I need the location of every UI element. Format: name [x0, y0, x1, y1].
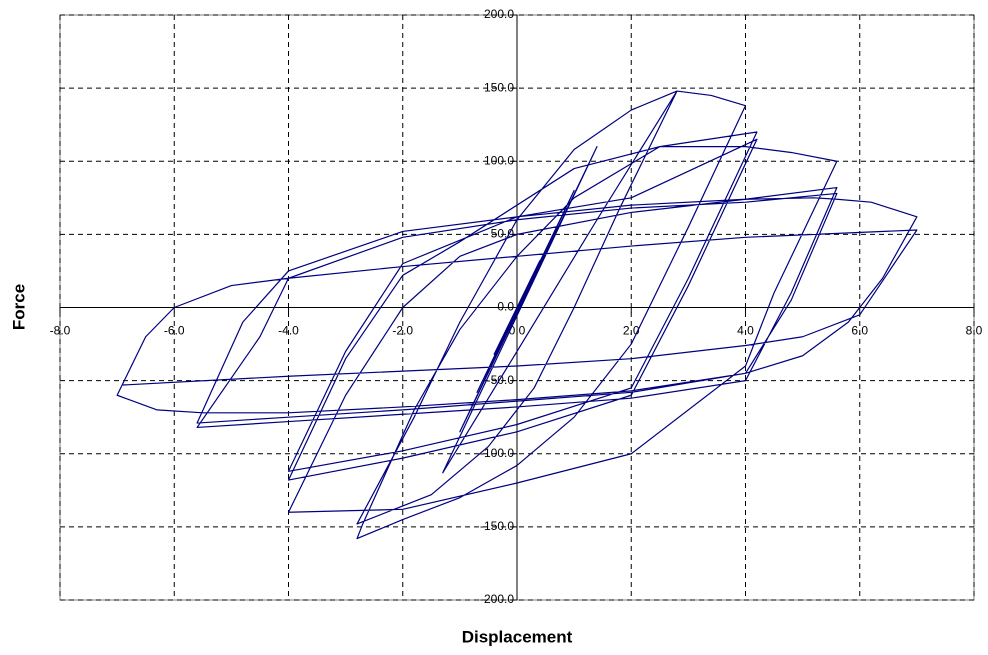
x-axis-title: Displacement: [462, 627, 573, 646]
x-tick-label: -8.0: [50, 324, 71, 338]
y-tick-label: -200.0: [480, 592, 514, 606]
y-axis-title: Force: [9, 284, 28, 330]
y-tick-label: 0.0: [497, 300, 514, 314]
y-tick-label: 100.0: [484, 153, 514, 167]
x-tick-label: -6.0: [164, 324, 185, 338]
y-tick-label: -100.0: [480, 446, 514, 460]
y-tick-label: -50.0: [487, 373, 515, 387]
x-tick-label: 8.0: [966, 324, 983, 338]
x-tick-label: 6.0: [851, 324, 868, 338]
y-tick-label: 200.0: [484, 7, 514, 21]
y-tick-label: 50.0: [491, 227, 515, 241]
y-tick-label: 150.0: [484, 80, 514, 94]
x-tick-label: -2.0: [392, 324, 413, 338]
x-tick-label: 4.0: [737, 324, 754, 338]
y-tick-label: -150.0: [480, 519, 514, 533]
hysteresis-line: [116, 90, 918, 540]
x-tick-label: -4.0: [278, 324, 299, 338]
